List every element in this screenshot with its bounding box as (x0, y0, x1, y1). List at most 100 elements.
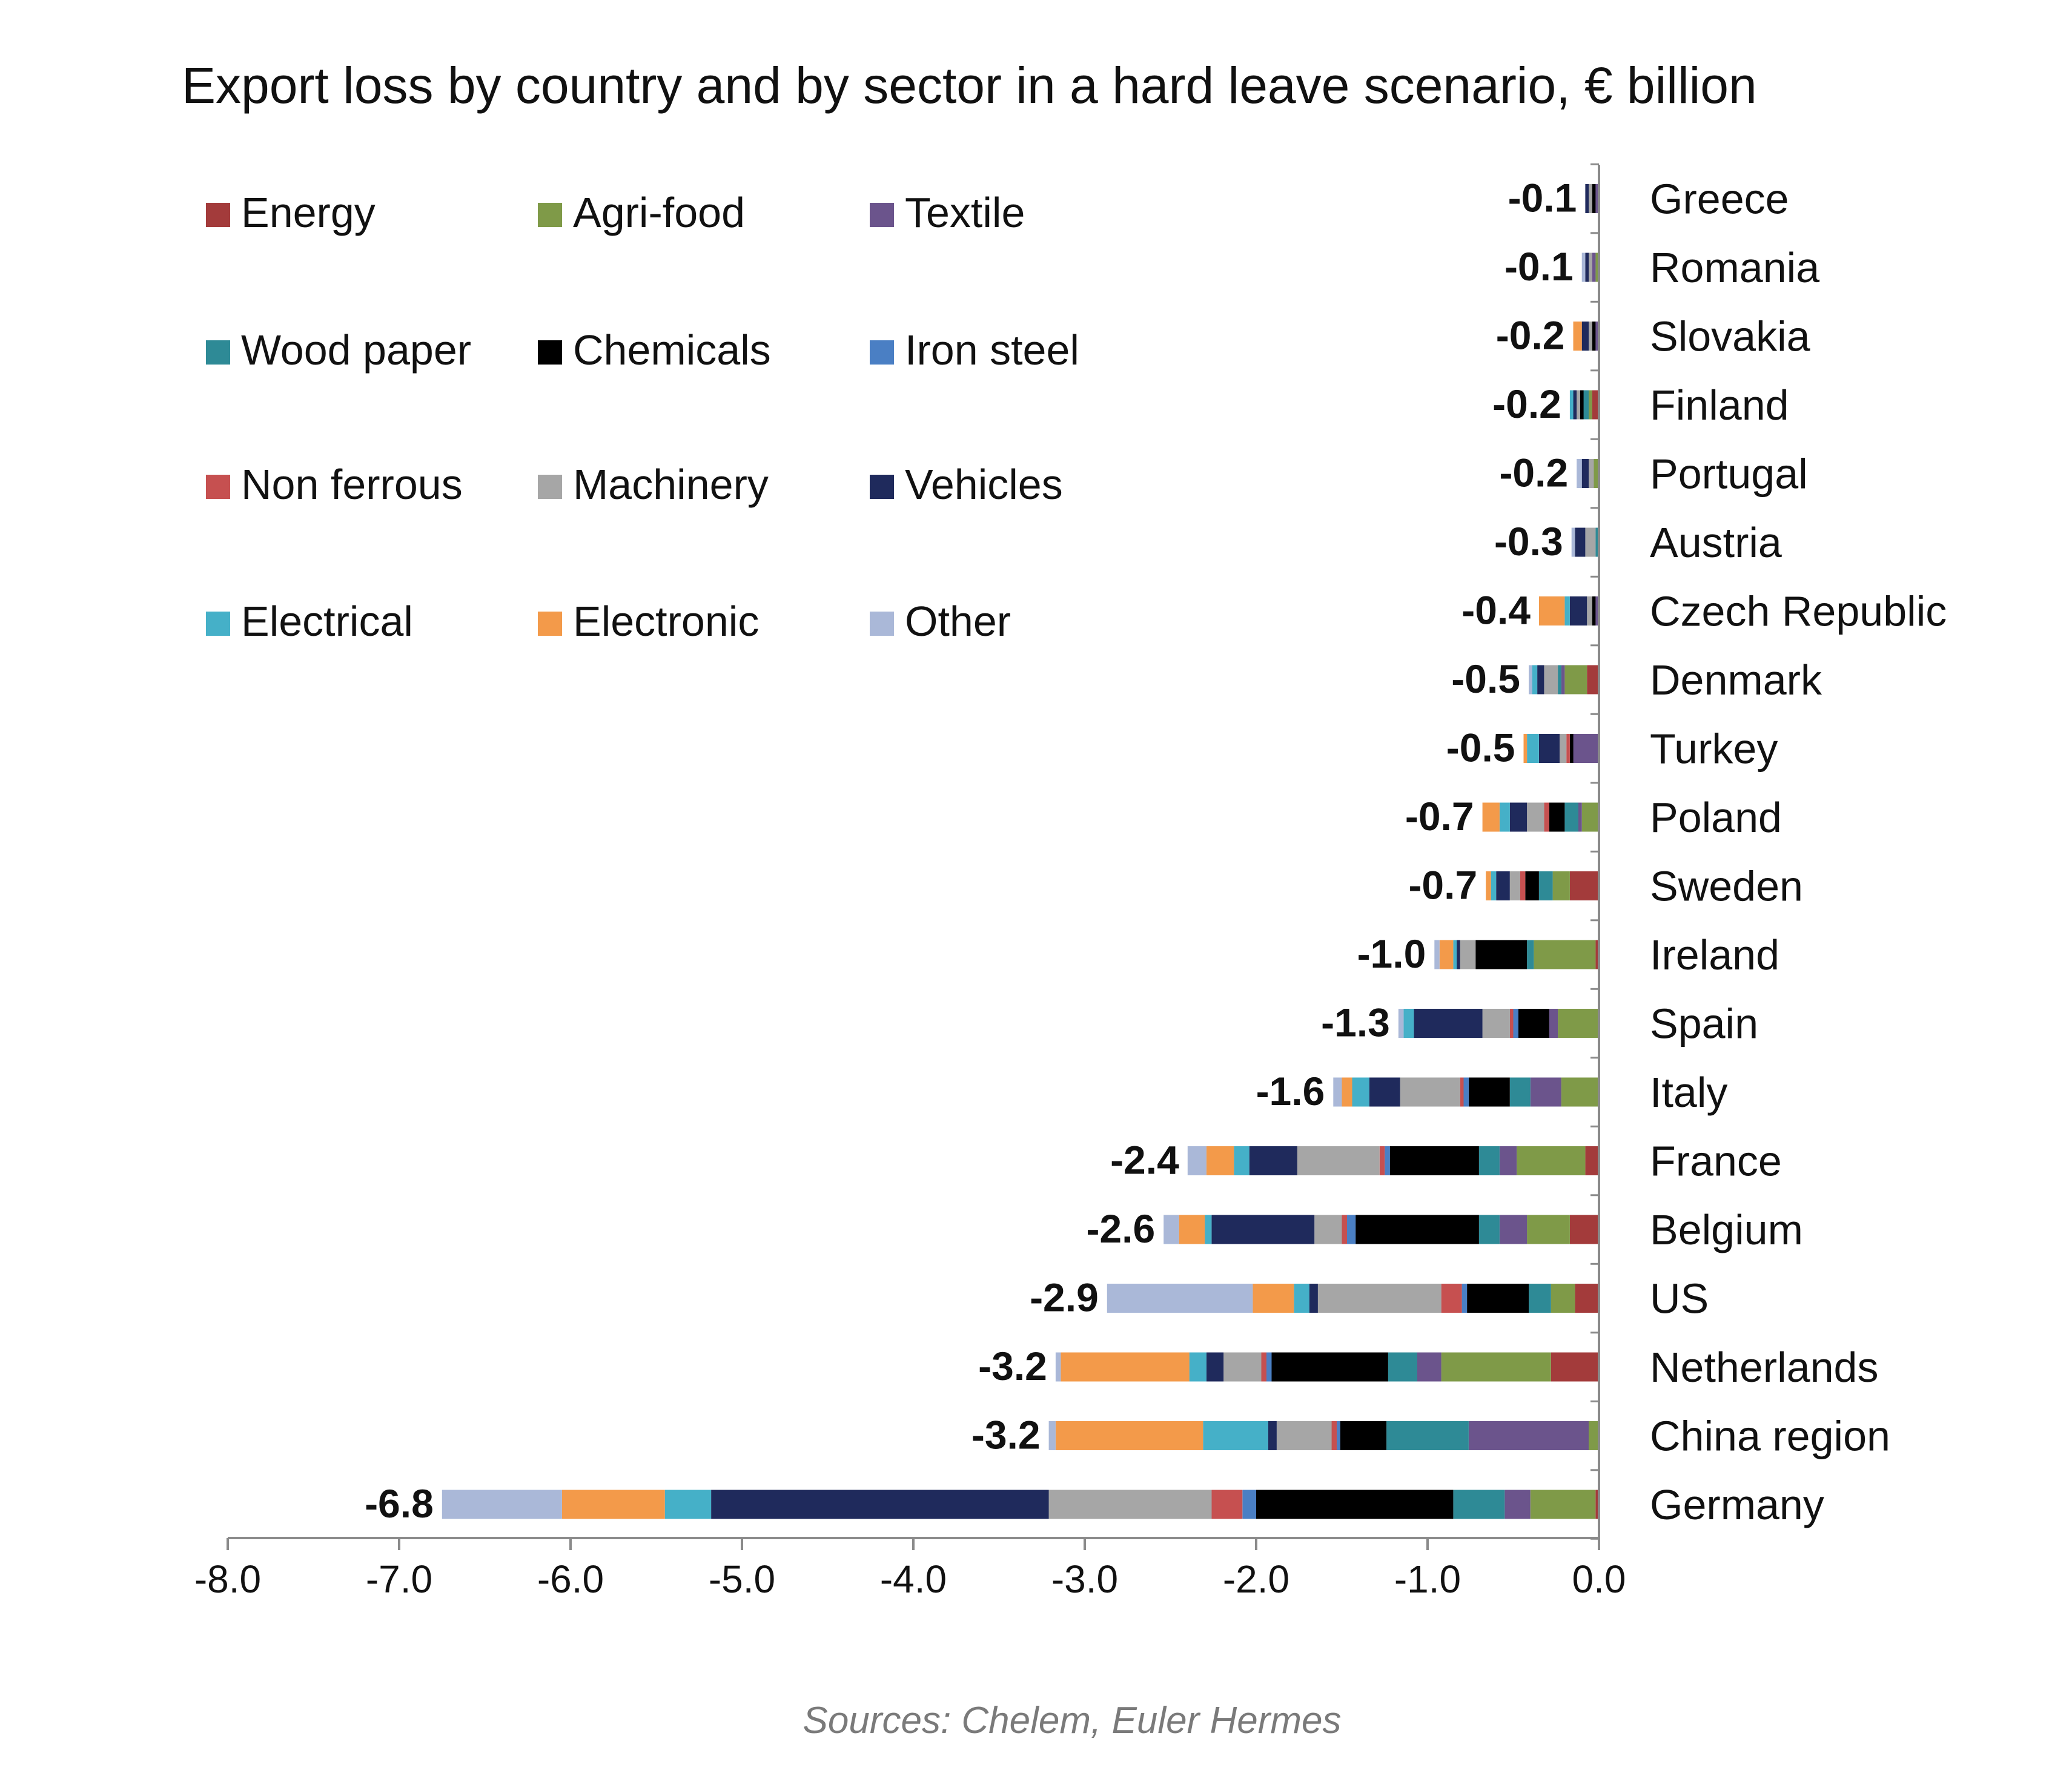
total-label: -1.0 (1357, 931, 1426, 976)
bar-segment (1595, 252, 1599, 282)
total-labels: -0.1 -0.1 -0.2 -0.2 -0.2 -0.3 -0.4 -0.5 -0.5 -0.7… (365, 175, 1577, 1526)
country-label: Austria (1650, 519, 1782, 566)
total-label: -0.7 (1405, 794, 1474, 839)
bar-segment (1441, 1352, 1551, 1382)
bar-segment (1517, 1146, 1586, 1175)
bar-segment (1561, 1077, 1599, 1107)
bar-segment (1417, 1352, 1441, 1382)
legend-swatch (206, 475, 230, 499)
bar-segment (1513, 1009, 1518, 1038)
legend-swatch (538, 475, 562, 499)
bar-segment (1342, 1215, 1347, 1244)
bar-segment (1211, 1490, 1243, 1519)
bar-segment (1532, 665, 1538, 695)
bar-segment (1573, 390, 1577, 420)
bar-segment (1414, 1009, 1483, 1038)
bar-segment (1277, 1421, 1332, 1450)
bar-segment (1569, 596, 1587, 625)
legend-swatch (206, 203, 230, 227)
bar-segment (1499, 1215, 1528, 1244)
bar-segment (1525, 871, 1539, 900)
x-axis: -8.0 -7.0 -6.0 -5.0 -4.0 -3.0 -2.0 -1.0 0.0 (194, 163, 1626, 1601)
bar-segment (1587, 665, 1599, 695)
total-label: -0.2 (1492, 381, 1561, 426)
country-label: China region (1650, 1412, 1890, 1459)
country-label: Romania (1650, 244, 1819, 291)
bar-segment (1491, 871, 1497, 900)
legend-label: Textile (905, 189, 1025, 236)
total-label: -2.9 (1030, 1275, 1099, 1319)
country-label: Germany (1650, 1481, 1824, 1528)
bar-segment (1389, 1146, 1479, 1175)
bar-segment (1266, 1352, 1272, 1382)
bar-segment (1530, 1077, 1561, 1107)
bar-segment (1496, 871, 1510, 900)
bar-segment (1564, 802, 1578, 832)
bar-segment (1573, 734, 1599, 763)
bar-segment (1509, 871, 1520, 900)
x-tick-label: -8.0 (194, 1557, 261, 1601)
bar-segment (1347, 1215, 1356, 1244)
bar-segment (1504, 1490, 1531, 1519)
bar-segment (1333, 1077, 1342, 1107)
bar-segment (1564, 596, 1570, 625)
country-labels: Greece Romania Slovakia Finland Portugal Aust… (1650, 175, 1947, 1528)
bar-segment (1055, 1352, 1061, 1382)
legend-label: Energy (241, 189, 376, 236)
bar-segment (1355, 1215, 1479, 1244)
bar-segment (1468, 1421, 1589, 1450)
bar-segment (1439, 940, 1454, 969)
bar-segment (1589, 184, 1592, 213)
bar-segment (1549, 1009, 1558, 1038)
bar-segment (1331, 1421, 1337, 1450)
bar-segment (1509, 802, 1528, 832)
bar-segment (1461, 1284, 1468, 1313)
total-label: -3.2 (971, 1412, 1041, 1457)
country-label: Poland (1650, 794, 1782, 841)
legend: Energy Agri-food Textile Wood paper Chemical… (206, 189, 1079, 645)
bar-segment (1573, 322, 1582, 351)
total-label: -0.5 (1451, 656, 1520, 701)
bar-segment (561, 1490, 665, 1519)
legend-label: Electronic (573, 598, 759, 645)
bar-segment (1256, 1490, 1454, 1519)
bar-segment (1595, 1490, 1599, 1519)
country-label: Portugal (1650, 450, 1808, 497)
bar-segment (1242, 1490, 1256, 1519)
bar-segment (1509, 1077, 1531, 1107)
bar-segment (1592, 252, 1596, 282)
bar-segment (1559, 734, 1567, 763)
bar-segment (1580, 390, 1584, 420)
bar-segment (1369, 1077, 1400, 1107)
bar-segment (442, 1490, 562, 1519)
country-label: Finland (1650, 381, 1789, 429)
x-tick-label: -1.0 (1394, 1557, 1461, 1601)
bar-segment (1441, 1284, 1462, 1313)
bar-segment (1179, 1215, 1205, 1244)
bar-segment (1527, 802, 1544, 832)
country-label: Greece (1650, 175, 1789, 222)
bar-segment (1558, 665, 1561, 695)
bar-segment (1529, 1284, 1551, 1313)
bar-segment (1520, 871, 1526, 900)
total-label: -1.6 (1256, 1069, 1325, 1114)
bar-segment (1337, 1421, 1340, 1450)
legend-label: Other (905, 598, 1011, 645)
bar-segment (1457, 940, 1460, 969)
bar-segment (1205, 1215, 1212, 1244)
bar-segment (1434, 940, 1440, 969)
legend-swatch (538, 203, 562, 227)
bar-segment (1460, 940, 1476, 969)
bar-segment (1482, 1009, 1510, 1038)
bar-segment (1261, 1352, 1266, 1382)
bar-segment (1206, 1352, 1224, 1382)
bar-segment (1297, 1146, 1380, 1175)
legend-swatch (870, 475, 894, 499)
bar-segment (1530, 1490, 1596, 1519)
bar-segment (1388, 1352, 1417, 1382)
bar-segment (1234, 1146, 1249, 1175)
bar-segment (1253, 1284, 1294, 1313)
x-tick-label: -2.0 (1223, 1557, 1289, 1601)
bar-segment (1468, 1077, 1510, 1107)
